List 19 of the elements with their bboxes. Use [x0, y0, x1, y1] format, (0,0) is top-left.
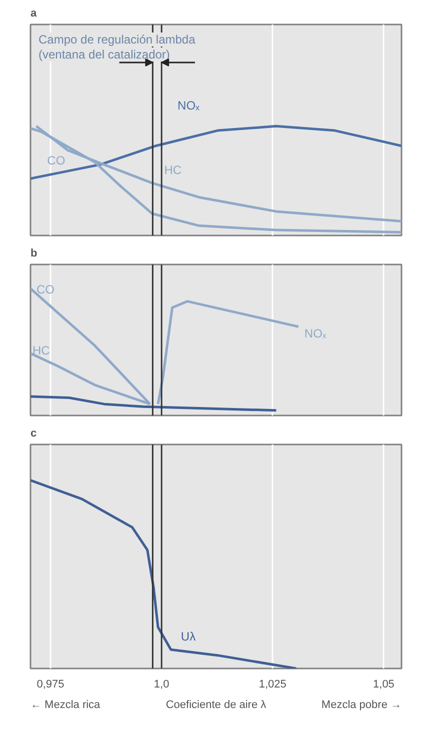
- text: Mezcla pobre →: [321, 698, 402, 711]
- series-label: Uλ: [180, 630, 196, 644]
- x-tick-label: 1,0: [154, 678, 170, 690]
- series-label: NOₓ: [178, 98, 200, 113]
- x-tick-label: 0,975: [36, 678, 64, 690]
- x-tick-label: 1,05: [373, 678, 394, 690]
- chart-title: c: [30, 428, 37, 440]
- text: ← Mezcla rica: [30, 698, 102, 711]
- x-tick-label: 1,025: [258, 678, 286, 690]
- chart-title: a: [30, 8, 38, 20]
- series-label: HC: [32, 343, 50, 358]
- x-axis-title: Coeficiente de aire λ: [166, 698, 267, 711]
- text: (ventana del catalizador): [38, 48, 170, 62]
- series-label: HC: [164, 163, 182, 178]
- chart-title: b: [30, 248, 38, 260]
- text: Campo de regulación lambda: [38, 32, 196, 46]
- series-label: NOₓ: [304, 326, 326, 341]
- series-label: CO: [47, 154, 66, 168]
- series-label: CO: [36, 282, 54, 297]
